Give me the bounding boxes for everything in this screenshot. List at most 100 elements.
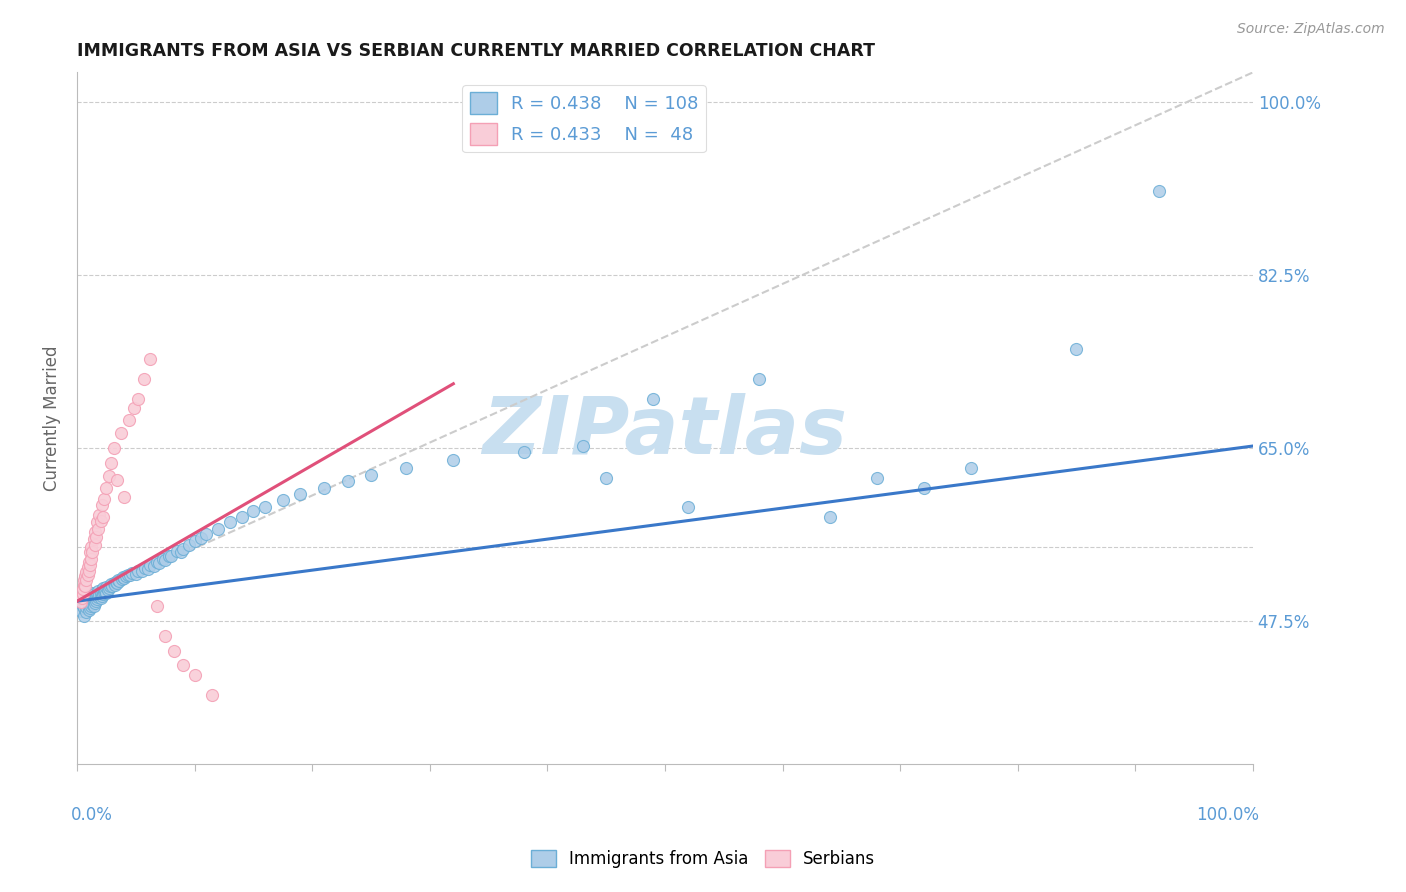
Point xyxy=(103,576,125,591)
Point xyxy=(131,564,153,578)
Point xyxy=(87,584,110,599)
Point xyxy=(108,574,131,589)
Point xyxy=(110,426,132,441)
Point xyxy=(72,599,94,614)
Point xyxy=(86,587,108,601)
Point xyxy=(80,599,103,614)
Point xyxy=(69,595,91,609)
Point xyxy=(80,551,103,566)
Point xyxy=(678,500,700,515)
Point xyxy=(76,600,98,615)
Point xyxy=(76,574,98,588)
Point xyxy=(242,504,264,518)
Point xyxy=(86,515,108,529)
Point xyxy=(1147,184,1170,198)
Point xyxy=(83,532,105,546)
Text: ZIPatlas: ZIPatlas xyxy=(482,393,848,471)
Point xyxy=(111,570,134,584)
Point xyxy=(90,583,112,598)
Point xyxy=(83,524,105,539)
Point xyxy=(105,576,128,591)
Legend: R = 0.438    N = 108, R = 0.433    N =  48: R = 0.438 N = 108, R = 0.433 N = 48 xyxy=(463,85,706,153)
Point xyxy=(157,549,180,563)
Point xyxy=(90,591,112,606)
Point xyxy=(139,558,162,572)
Point xyxy=(97,468,120,483)
Point xyxy=(98,579,121,593)
Point xyxy=(571,439,593,453)
Point xyxy=(80,588,103,602)
Point xyxy=(77,603,100,617)
Point xyxy=(80,594,103,608)
Point xyxy=(118,413,141,427)
Point xyxy=(104,578,127,592)
Point xyxy=(83,587,105,601)
Point xyxy=(103,441,125,455)
Point xyxy=(155,552,177,566)
Point xyxy=(912,481,935,495)
Point xyxy=(201,688,224,702)
Point xyxy=(643,392,665,406)
Point xyxy=(125,566,148,581)
Point xyxy=(290,487,312,501)
Point xyxy=(83,596,105,610)
Point xyxy=(70,591,93,606)
Point xyxy=(101,579,124,593)
Point xyxy=(77,564,100,578)
Y-axis label: Currently Married: Currently Married xyxy=(44,345,60,491)
Point xyxy=(127,564,149,578)
Point xyxy=(79,545,101,559)
Point xyxy=(97,582,120,596)
Point xyxy=(83,599,105,614)
Point xyxy=(118,568,141,582)
Point xyxy=(79,601,101,615)
Text: 0.0%: 0.0% xyxy=(72,805,112,824)
Point xyxy=(94,584,117,599)
Point xyxy=(87,591,110,605)
Point xyxy=(73,601,96,615)
Point xyxy=(79,591,101,605)
Point xyxy=(79,558,101,572)
Point xyxy=(76,591,98,605)
Point xyxy=(271,493,294,508)
Point xyxy=(122,401,145,416)
Point xyxy=(76,595,98,609)
Point xyxy=(139,352,162,367)
Point xyxy=(97,583,120,598)
Point xyxy=(146,599,169,614)
Point xyxy=(112,571,135,585)
Point xyxy=(100,577,122,591)
Point xyxy=(166,543,188,558)
Point xyxy=(84,594,107,608)
Point xyxy=(183,533,205,548)
Point xyxy=(76,559,98,574)
Point xyxy=(155,629,177,643)
Point xyxy=(172,541,194,556)
Point xyxy=(818,510,841,524)
Point xyxy=(72,582,94,597)
Point xyxy=(395,460,418,475)
Point xyxy=(169,545,191,559)
Point xyxy=(132,372,155,386)
Point xyxy=(160,549,183,563)
Point xyxy=(172,658,194,673)
Point xyxy=(207,522,229,536)
Point xyxy=(82,586,104,600)
Point xyxy=(82,597,104,611)
Point xyxy=(90,589,112,603)
Point xyxy=(83,538,105,552)
Point xyxy=(117,567,139,582)
Point xyxy=(142,558,165,573)
Point xyxy=(865,470,887,484)
Point xyxy=(231,510,253,524)
Point xyxy=(93,585,115,599)
Point xyxy=(89,588,111,602)
Point xyxy=(195,527,218,541)
Point xyxy=(96,481,118,495)
Point xyxy=(104,575,127,590)
Point xyxy=(73,609,96,624)
Point xyxy=(152,551,174,566)
Point xyxy=(96,586,118,600)
Point xyxy=(82,592,104,607)
Point xyxy=(75,592,97,607)
